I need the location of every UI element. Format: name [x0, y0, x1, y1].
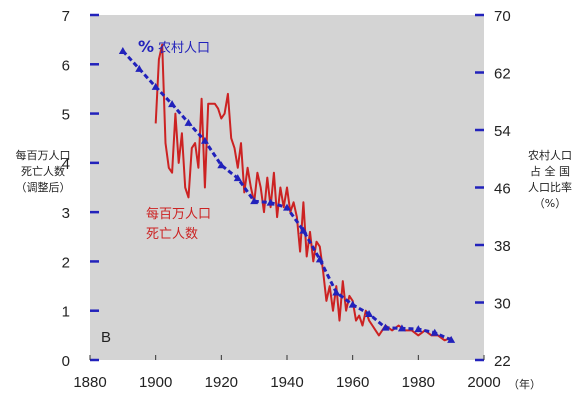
- x-axis-tick-label: 1880: [73, 374, 106, 391]
- rural-population-point: [381, 323, 390, 331]
- left-axis-tick-label: 6: [62, 57, 70, 74]
- mortality-series-label: 每百万人口: [146, 206, 211, 222]
- left-axis-tick-label: 4: [62, 156, 70, 173]
- right-axis-tick-label: 38: [494, 238, 511, 255]
- right-axis-label-line: 农村人口: [528, 149, 572, 162]
- rural-population-point: [233, 174, 242, 182]
- rural-population-point: [118, 46, 127, 54]
- left-axis-tick-label: 5: [62, 107, 70, 124]
- right-axis-label-line: （%）: [533, 197, 567, 210]
- rural-population-point: [151, 82, 160, 90]
- rural-population-point: [430, 328, 439, 336]
- left-axis-tick-label: 1: [62, 304, 70, 321]
- rural-population-point: [348, 300, 357, 308]
- x-axis-tick-label: 1920: [205, 374, 238, 391]
- right-axis-label-line: 人口比率: [528, 181, 572, 194]
- left-axis-tick-label: 7: [62, 8, 70, 25]
- rural-population-point: [200, 136, 209, 144]
- rural-series-label: % 农村人口: [138, 37, 210, 56]
- left-axis-tick-label: 2: [62, 254, 70, 271]
- left-axis-tick-label: 0: [62, 353, 70, 370]
- rural-population-point: [283, 203, 291, 211]
- left-axis-label-line: （调整后）: [15, 181, 71, 194]
- series-layer: [118, 43, 456, 343]
- rural-population-point: [447, 335, 456, 343]
- right-axis-label: 农村人口 占 全 国 人口比率 （%）: [522, 148, 578, 212]
- rural-population-point: [184, 118, 193, 126]
- x-axis-tick-label: 1900: [139, 374, 172, 391]
- rural-population-point: [135, 64, 144, 72]
- left-axis-label: 每百万人口 死亡人数 （调整后）: [4, 148, 82, 196]
- ticks-layer: 0 1 2 3 4 5 6 7 22 30 38 46 54 62 70 1880 1900 1920 1940 19…: [62, 8, 511, 391]
- right-axis-tick-label: 46: [494, 181, 511, 198]
- rural-population-point: [266, 198, 275, 206]
- right-axis-tick-label: 54: [494, 123, 511, 140]
- panel-label: B: [101, 329, 111, 346]
- right-axis-label-line: 占 全 国: [530, 165, 570, 178]
- mortality-line: [154, 43, 452, 342]
- rural-population-point: [168, 100, 177, 108]
- rural-population-point: [414, 325, 423, 333]
- right-axis-tick-label: 62: [494, 66, 511, 83]
- rural-population-point: [332, 288, 341, 296]
- left-axis-label-line: 死亡人数: [21, 165, 65, 178]
- x-axis-tick-label: 1980: [402, 374, 435, 391]
- right-axis-tick-label: 22: [494, 353, 511, 370]
- right-axis-tick-label: 30: [494, 296, 511, 313]
- rural-population-point: [217, 161, 226, 169]
- x-axis-tick-label: 2000: [467, 374, 500, 391]
- rural-population-point: [299, 226, 308, 234]
- rural-population-point: [365, 310, 374, 317]
- left-axis-label-line: 每百万人口: [15, 149, 71, 162]
- x-axis-tick-label: 1940: [270, 374, 303, 391]
- x-axis-tick-label: 1960: [336, 374, 369, 391]
- right-axis-tick-label: 70: [494, 8, 511, 25]
- rural-population-point: [315, 255, 324, 263]
- rural-population-point: [250, 197, 259, 205]
- left-axis-tick-label: 3: [62, 205, 70, 222]
- rural-population-point: [397, 324, 406, 332]
- x-axis-unit-label: （年）: [508, 378, 541, 391]
- mortality-series-label: 死亡人数: [146, 227, 198, 242]
